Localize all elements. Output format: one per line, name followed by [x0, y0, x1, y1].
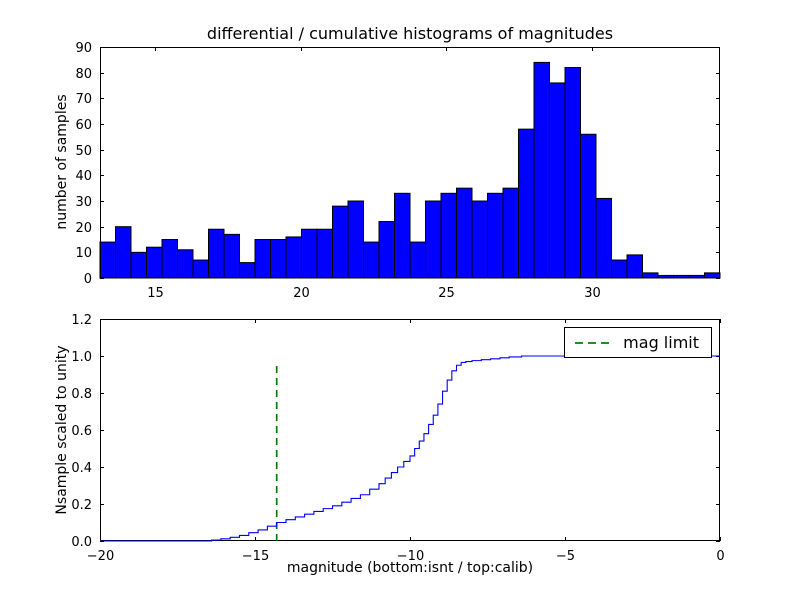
- top-histogram-plot: 15 20 25 30 0 10 20 30 40 50 60 70 80 90: [75, 41, 721, 301]
- histogram-bar: [208, 228, 225, 279]
- histogram-bar: [192, 259, 209, 279]
- histogram-bar: [409, 241, 426, 279]
- histogram-bar: [223, 233, 240, 279]
- x-tick-label: −15: [242, 549, 269, 564]
- legend-dashed-line-icon: [575, 341, 612, 344]
- y-tick-label: 0.6: [71, 424, 92, 439]
- top-histogram-axes: 15 20 25 30 0 10 20 30 40 50 60 70 80 90: [75, 41, 721, 301]
- x-tick-label: 20: [293, 286, 310, 301]
- y-tick-label: 0.4: [71, 461, 92, 476]
- y-tick-label: 40: [75, 169, 92, 184]
- x-tick-label: 30: [584, 286, 601, 301]
- histogram-bar: [239, 262, 256, 279]
- histogram-bar: [347, 200, 364, 279]
- histogram-bar: [533, 61, 550, 279]
- y-tick-label: 0.8: [71, 387, 92, 402]
- histogram-bar: [301, 228, 318, 279]
- histogram-bar: [316, 228, 333, 279]
- y-tick-label: 1.2: [71, 313, 92, 328]
- histogram-bar: [564, 67, 581, 279]
- histogram-bar: [115, 226, 132, 279]
- bottom-cumulative-plot: −20 −15 −10 −5 0 0.0 0.2 0.4 0.6 0.8 1.0 1.2: [71, 313, 724, 564]
- histogram-bar: [146, 246, 163, 279]
- histogram-bar: [626, 254, 643, 279]
- figure-title: differential / cumulative histograms of …: [206, 24, 614, 43]
- histogram-bar: [487, 192, 504, 279]
- x-tick-label: 15: [147, 286, 164, 301]
- y-tick-label: 1.0: [71, 350, 92, 365]
- y-tick-label: 30: [75, 195, 92, 210]
- legend-label: mag limit: [623, 333, 699, 352]
- y-tick-label: 80: [75, 67, 92, 82]
- histogram-bars: [99, 61, 721, 279]
- histogram-bar: [270, 239, 287, 279]
- x-tick-label: −5: [556, 549, 575, 564]
- x-tick-label: −20: [87, 549, 114, 564]
- y-tick-label: 20: [75, 221, 92, 236]
- histogram-bar: [363, 241, 380, 279]
- histogram-bar: [595, 197, 612, 279]
- histogram-bar: [502, 187, 519, 279]
- x-tick-label: 0: [716, 549, 724, 564]
- histogram-bar: [394, 192, 411, 279]
- histogram-bar: [425, 200, 442, 279]
- y-tick-label: 0.2: [71, 498, 92, 513]
- bottom-y-axis-label: Nsample scaled to unity: [54, 345, 70, 515]
- histogram-bar: [440, 192, 457, 279]
- histogram-bar: [130, 251, 147, 279]
- histogram-bar: [471, 200, 488, 279]
- y-tick-label: 50: [75, 144, 92, 159]
- histogram-bar: [332, 205, 349, 279]
- y-tick-label: 0: [84, 272, 92, 287]
- y-tick-label: 90: [75, 41, 92, 56]
- histogram-bar: [161, 239, 178, 279]
- cumulative-curve: [100, 355, 720, 542]
- histogram-bar: [549, 82, 566, 279]
- histogram-bar: [611, 259, 628, 279]
- histogram-bar: [378, 221, 395, 279]
- x-tick-label: −10: [397, 549, 424, 564]
- histogram-bar: [285, 236, 302, 279]
- histogram-bar: [580, 133, 597, 279]
- x-tick-label: 25: [438, 286, 455, 301]
- histogram-bar: [518, 128, 535, 279]
- x-axis-label: magnitude (bottom:isnt / top:calib): [286, 560, 534, 576]
- histogram-bar: [177, 249, 194, 279]
- top-y-axis-label: number of samples: [54, 94, 70, 230]
- histogram-bar: [254, 239, 271, 279]
- legend-box: mag limit: [564, 327, 712, 358]
- histogram-bar: [99, 241, 116, 279]
- y-tick-label: 0.0: [71, 535, 92, 550]
- bottom-cumulative-axes: −20 −15 −10 −5 0 0.0 0.2 0.4 0.6 0.8 1.0 1.2: [71, 313, 724, 564]
- y-tick-label: 10: [75, 246, 92, 261]
- axes-frame-overlay: [100, 47, 720, 278]
- y-tick-label: 70: [75, 92, 92, 107]
- histogram-bar: [456, 187, 473, 279]
- y-tick-label: 60: [75, 118, 92, 133]
